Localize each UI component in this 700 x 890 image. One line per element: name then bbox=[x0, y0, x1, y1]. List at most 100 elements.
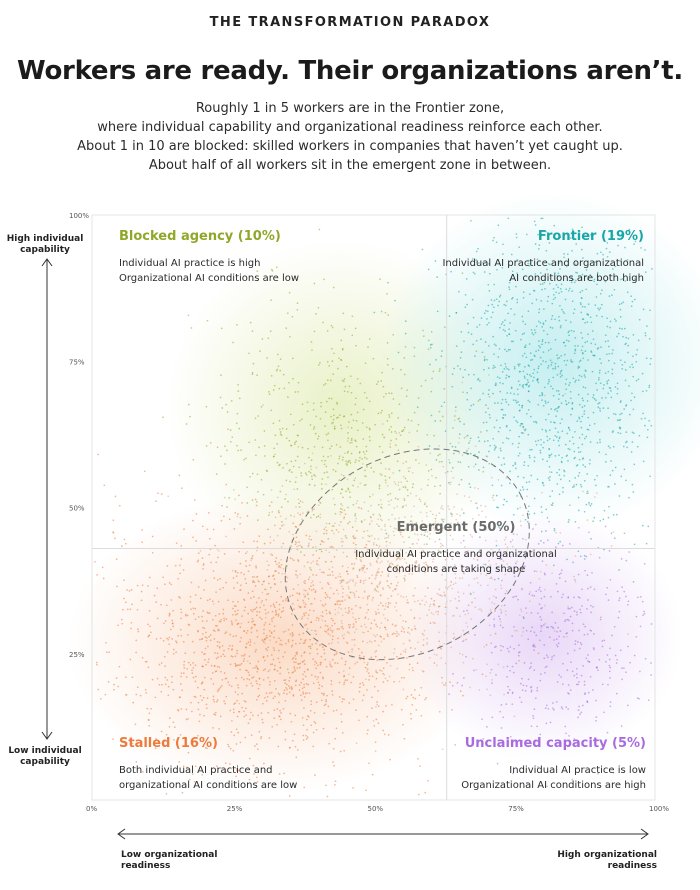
scatter-point bbox=[457, 461, 460, 463]
scatter-point bbox=[334, 662, 337, 664]
scatter-point bbox=[220, 519, 223, 522]
scatter-point bbox=[267, 575, 270, 578]
scatter-point bbox=[350, 681, 353, 684]
scatter-point bbox=[423, 629, 426, 632]
scatter-point bbox=[508, 689, 511, 691]
scatter-point bbox=[130, 621, 133, 624]
scatter-point bbox=[557, 626, 559, 629]
scatter-point bbox=[286, 462, 288, 465]
scatter-point bbox=[274, 664, 276, 667]
scatter-point bbox=[299, 500, 302, 502]
scatter-point bbox=[286, 668, 289, 671]
scatter-point bbox=[189, 663, 192, 666]
scatter-point bbox=[644, 417, 646, 420]
scatter-point bbox=[565, 319, 567, 322]
scatter-point bbox=[239, 626, 242, 628]
scatter-point bbox=[216, 765, 218, 767]
scatter-point bbox=[505, 500, 508, 503]
scatter-point bbox=[224, 771, 227, 773]
scatter-point bbox=[633, 654, 636, 657]
scatter-point bbox=[626, 446, 629, 449]
scatter-point bbox=[238, 710, 241, 713]
scatter-point bbox=[469, 534, 472, 536]
scatter-point bbox=[330, 617, 333, 620]
scatter-point bbox=[282, 631, 285, 633]
scatter-point bbox=[495, 596, 497, 599]
scatter-point bbox=[356, 411, 359, 414]
scatter-point bbox=[189, 415, 191, 418]
scatter-point bbox=[345, 537, 348, 539]
scatter-point bbox=[533, 355, 536, 358]
scatter-point bbox=[530, 690, 533, 693]
scatter-point bbox=[442, 465, 445, 468]
scatter-point bbox=[507, 217, 510, 220]
scatter-point bbox=[433, 523, 435, 526]
scatter-point bbox=[402, 428, 405, 431]
scatter-point bbox=[126, 589, 128, 591]
scatter-point bbox=[358, 617, 360, 620]
scatter-point bbox=[407, 494, 409, 497]
scatter-point bbox=[572, 312, 575, 315]
scatter-point bbox=[168, 725, 171, 728]
scatter-point bbox=[513, 366, 516, 368]
scatter-point bbox=[366, 663, 369, 666]
scatter-point bbox=[164, 665, 166, 667]
scatter-point bbox=[254, 498, 257, 501]
scatter-point bbox=[374, 655, 377, 658]
scatter-point bbox=[314, 660, 316, 663]
scatter-point bbox=[365, 450, 368, 452]
scatter-point bbox=[411, 471, 414, 474]
scatter-point bbox=[563, 469, 565, 472]
scatter-point bbox=[269, 541, 272, 544]
scatter-point bbox=[390, 582, 393, 585]
scatter-point bbox=[386, 661, 388, 664]
scatter-point bbox=[365, 546, 367, 549]
scatter-point bbox=[377, 705, 380, 708]
scatter-point bbox=[362, 564, 365, 567]
scatter-point bbox=[338, 671, 340, 674]
scatter-point bbox=[263, 430, 266, 432]
scatter-point bbox=[285, 642, 287, 645]
scatter-point bbox=[512, 596, 515, 598]
scatter-point bbox=[432, 613, 435, 616]
scatter-point bbox=[430, 468, 433, 471]
scatter-point bbox=[378, 545, 381, 547]
scatter-point bbox=[251, 621, 253, 623]
scatter-point bbox=[321, 587, 324, 590]
scatter-point bbox=[309, 567, 311, 569]
scatter-point bbox=[418, 694, 421, 697]
scatter-point bbox=[556, 354, 558, 357]
scatter-point bbox=[396, 632, 399, 635]
scatter-point bbox=[520, 422, 523, 425]
scatter-point bbox=[481, 510, 483, 513]
scatter-point bbox=[550, 471, 553, 474]
scatter-point bbox=[299, 419, 301, 422]
scatter-point bbox=[201, 773, 204, 776]
scatter-point bbox=[586, 340, 589, 343]
scatter-point bbox=[548, 437, 551, 440]
scatter-point bbox=[363, 391, 366, 394]
scatter-point bbox=[304, 579, 306, 582]
scatter-point bbox=[329, 574, 332, 576]
scatter-point bbox=[366, 732, 368, 735]
scatter-point bbox=[212, 787, 215, 789]
scatter-point bbox=[384, 475, 387, 478]
scatter-point bbox=[310, 629, 313, 632]
scatter-point bbox=[493, 426, 496, 429]
scatter-point bbox=[488, 462, 491, 465]
scatter-point bbox=[244, 578, 247, 580]
scatter-point bbox=[374, 588, 377, 590]
scatter-point bbox=[573, 485, 575, 488]
scatter-point bbox=[343, 749, 346, 752]
scatter-point bbox=[547, 401, 549, 404]
scatter-point bbox=[506, 665, 509, 668]
scatter-point bbox=[269, 586, 272, 589]
scatter-point bbox=[618, 569, 620, 571]
scatter-point bbox=[260, 737, 262, 740]
scatter-point bbox=[526, 782, 528, 784]
scatter-point bbox=[380, 670, 383, 672]
scatter-point bbox=[306, 628, 309, 630]
scatter-point bbox=[247, 621, 250, 624]
scatter-point bbox=[459, 420, 461, 423]
scatter-point bbox=[404, 528, 407, 531]
